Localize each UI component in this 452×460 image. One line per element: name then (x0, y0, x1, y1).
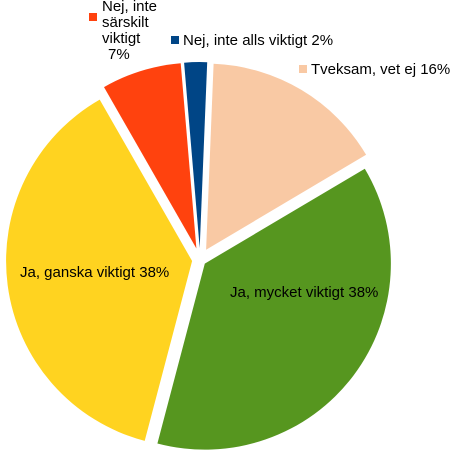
label-inte-sarskilt-line-4: 7% (108, 46, 130, 63)
label-ganska-viktigt: Ja, ganska viktigt 38% (20, 264, 169, 281)
swatch-tveksam (299, 65, 307, 73)
slice-tveksam (206, 63, 367, 250)
slice-ganska-viktigt (6, 99, 193, 441)
label-inte-sarskilt-line-3: viktigt (102, 30, 141, 47)
slice-inte-alls (184, 62, 208, 249)
slice-inte-sarskilt (104, 63, 197, 249)
label-inte-alls: Nej, inte alls viktigt 2% (183, 32, 333, 49)
label-mycket-viktigt: Ja, mycket viktigt 38% (230, 284, 378, 301)
label-inte-sarskilt: Nej, inte särskilt viktigt 7% (102, 0, 161, 63)
swatch-inte-alls (171, 36, 179, 44)
label-tveksam: Tveksam, vet ej 16% (311, 61, 450, 78)
slice-mycket-viktigt (157, 168, 391, 450)
label-inte-sarskilt-line-2: särskilt (102, 14, 150, 31)
pie-slices (6, 62, 391, 450)
swatch-inte-sarskilt (89, 13, 97, 21)
label-inte-sarskilt-line-1: Nej, inte (102, 0, 157, 15)
